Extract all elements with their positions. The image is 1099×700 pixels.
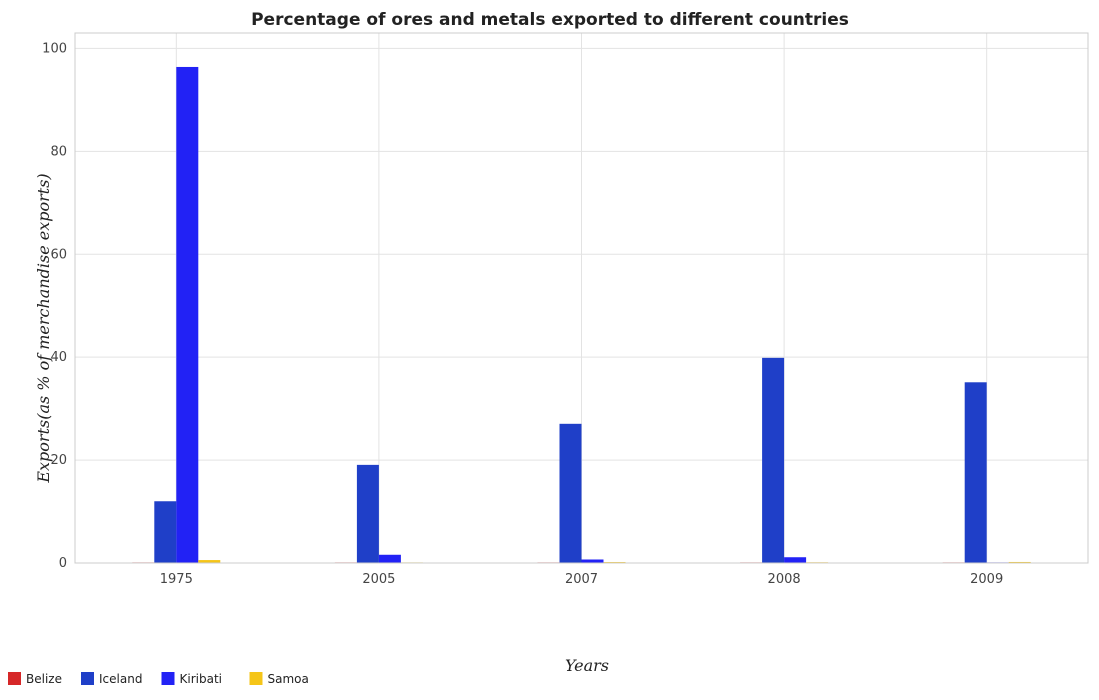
bar-kiribati-2008: [784, 557, 807, 563]
x-tick-label: 2008: [768, 572, 801, 587]
x-tick-label: 2007: [565, 572, 598, 587]
bar-iceland-2007: [559, 423, 582, 563]
legend-swatch-iceland: [81, 672, 94, 685]
y-axis-title: Exports(as % of merchandise exports): [34, 173, 53, 483]
plot-frame: [74, 32, 1089, 564]
y-tick-label: 80: [50, 144, 67, 159]
legend-label-kiribati: Kiribati: [180, 672, 222, 686]
x-tick-label: 1975: [160, 572, 193, 587]
bar-samoa-2009: [1008, 561, 1031, 563]
y-tick-label: 20: [50, 453, 67, 468]
legend-swatch-kiribati: [161, 672, 175, 685]
legend-label-belize: Belize: [26, 672, 62, 686]
bar-kiribati-2005: [378, 554, 401, 563]
chart-title: Percentage of ores and metals exported t…: [251, 10, 849, 30]
bars: [132, 66, 1031, 563]
legend: Belize Iceland Kiribati Samoa: [8, 672, 309, 686]
legend-label-iceland: Iceland: [99, 672, 142, 686]
y-tick-label: 100: [42, 41, 67, 56]
y-tick-label: 40: [50, 350, 67, 365]
bar-iceland-2009: [964, 382, 987, 563]
y-tick-label: 0: [59, 556, 67, 571]
bar-samoa-1975: [198, 560, 221, 563]
bar-iceland-2005: [356, 464, 379, 563]
legend-swatch-samoa: [249, 672, 263, 685]
x-tick-label: 2009: [970, 572, 1003, 587]
y-tick-label: 60: [50, 247, 67, 262]
x-tick-label: 2005: [362, 572, 395, 587]
bar-kiribati-1975: [176, 66, 199, 563]
x-axis-title: Years: [565, 656, 609, 675]
bar-kiribati-2007: [581, 559, 604, 563]
bar-iceland-1975: [154, 501, 177, 563]
legend-swatch-belize: [8, 672, 21, 685]
legend-label-samoa: Samoa: [268, 672, 309, 686]
axes: 0 20 40 60 80 100 1975 2005 2007 2008 2009: [42, 32, 1089, 587]
bar-iceland-2008: [762, 357, 785, 563]
